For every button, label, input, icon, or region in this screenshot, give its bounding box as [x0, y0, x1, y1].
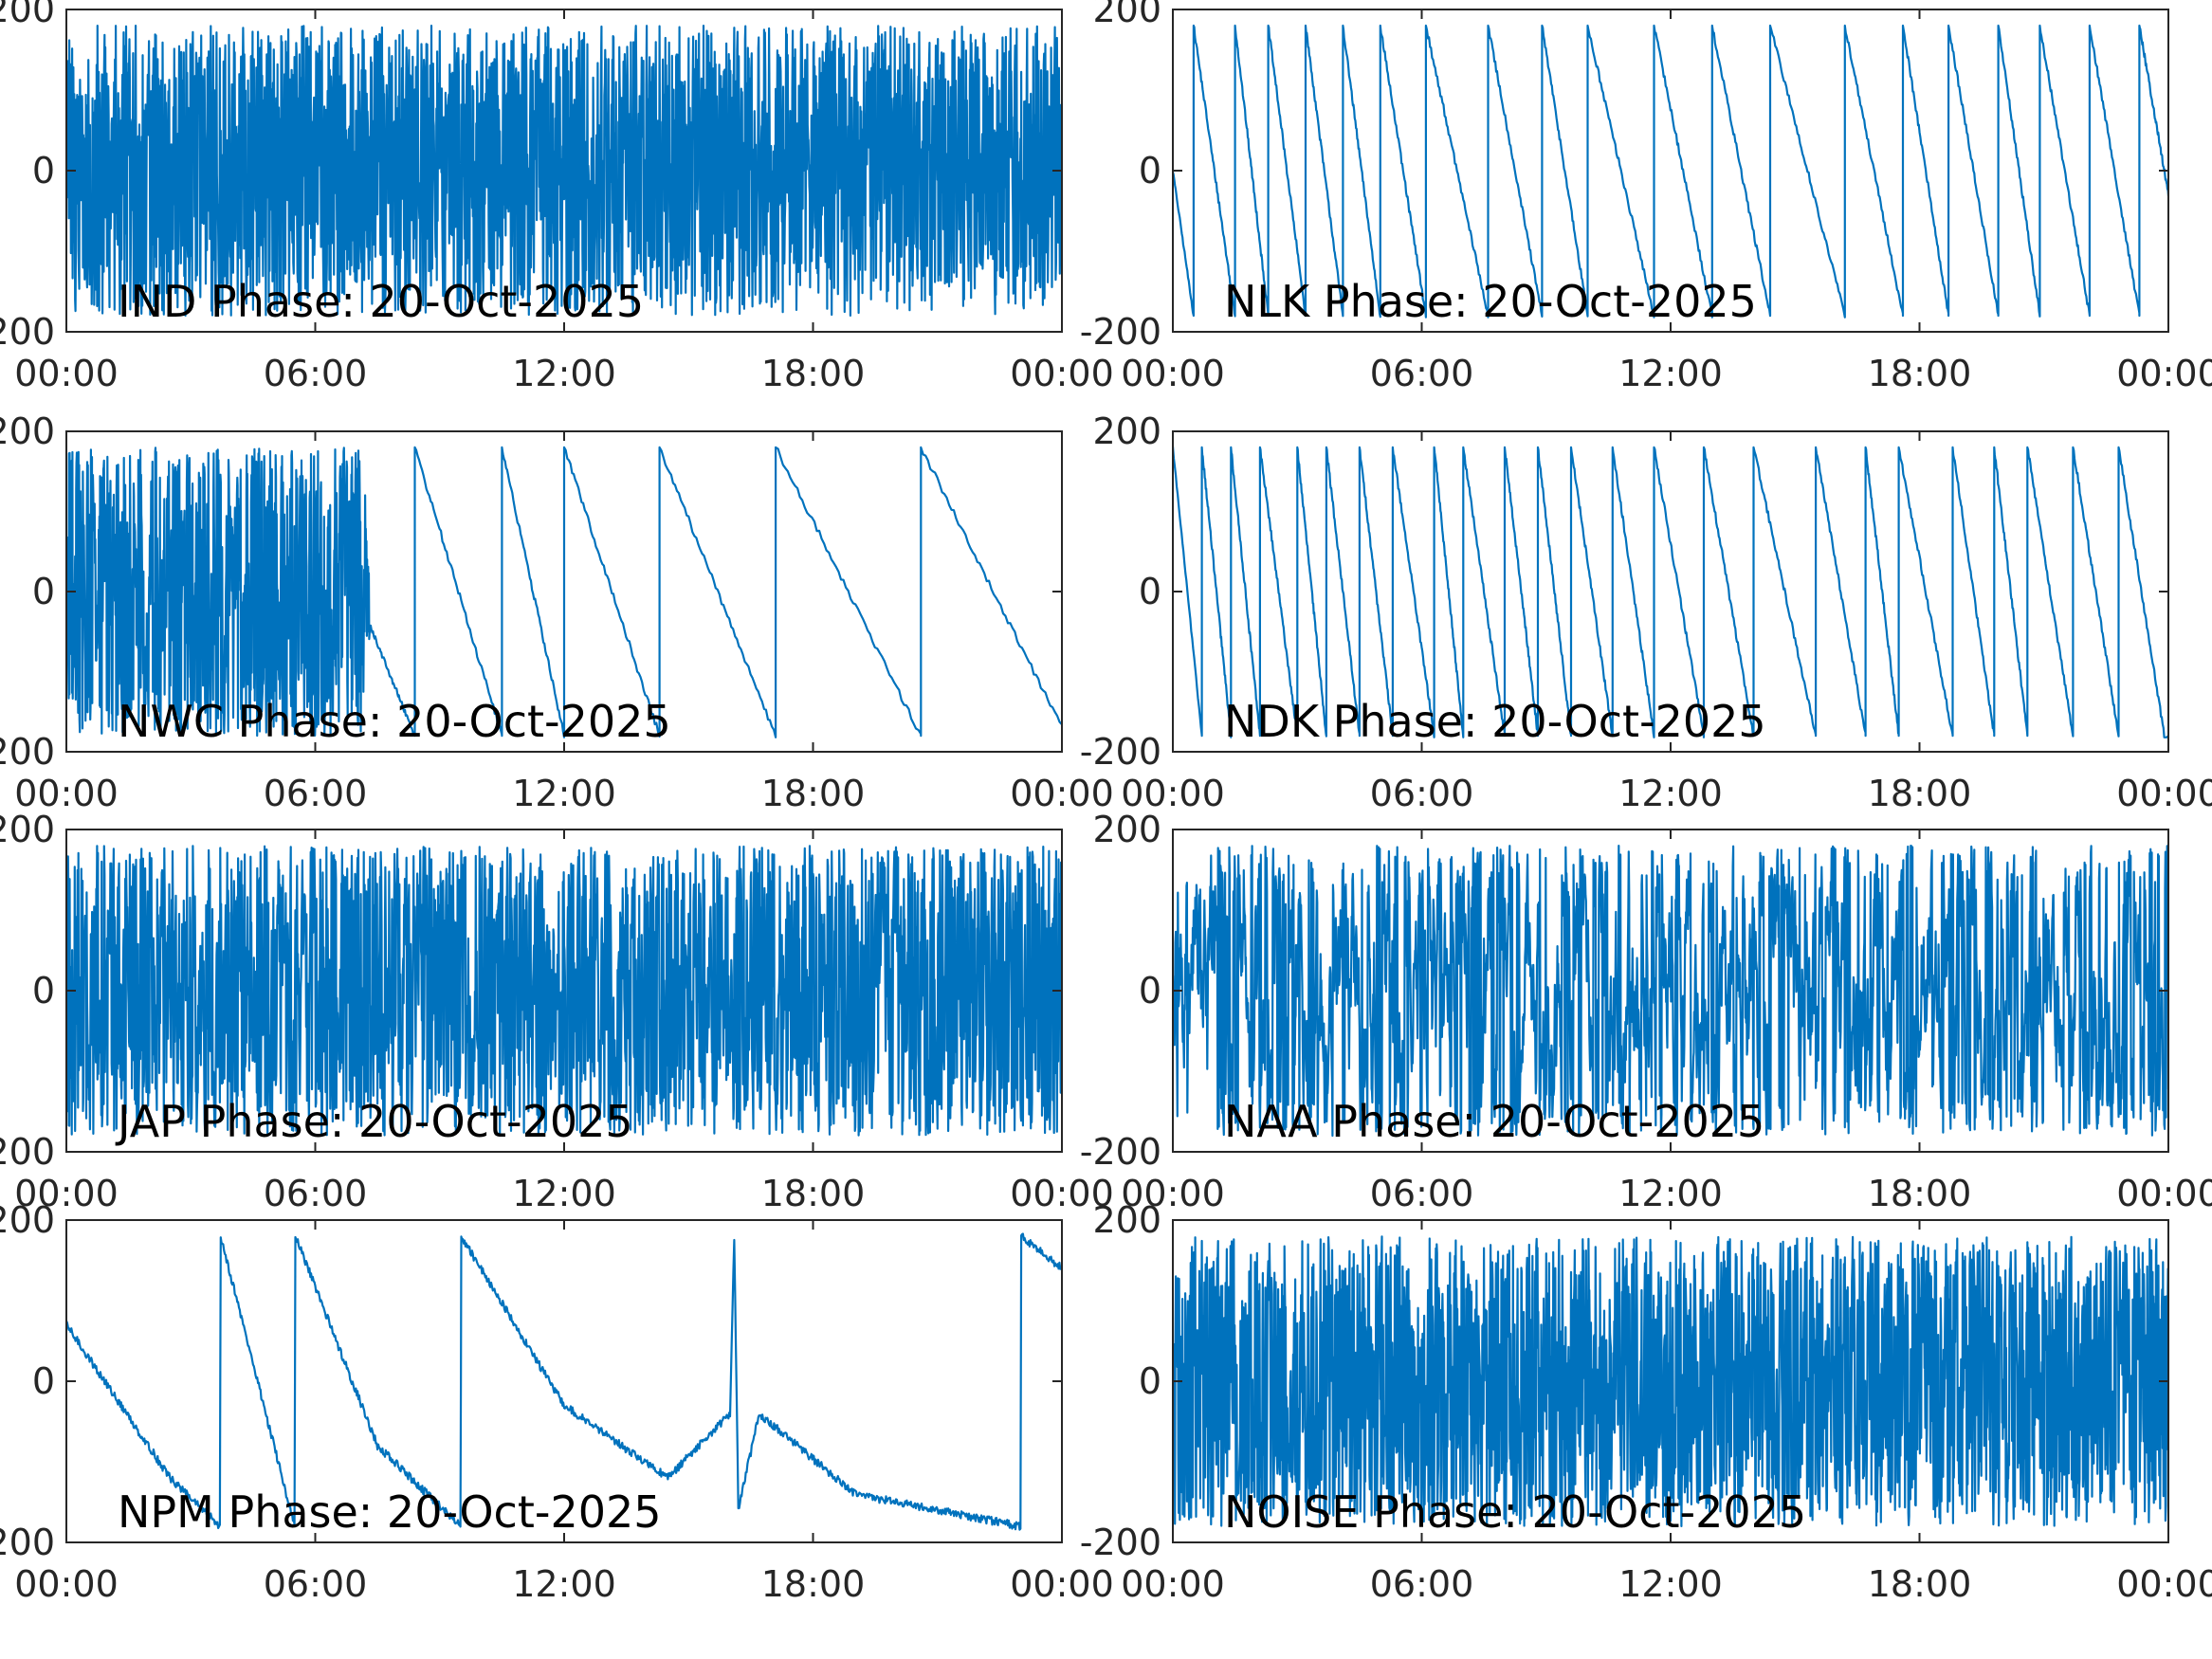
series-line [66, 25, 1062, 317]
panel-label: IND Phase: 20-Oct-2025 [118, 276, 644, 327]
x-tick-label: 18:00 [1868, 353, 1972, 394]
series-line [1173, 1235, 2168, 1527]
x-tick-label: 06:00 [264, 1563, 368, 1605]
panel-label: NOISE Phase: 20-Oct-2025 [1224, 1486, 1806, 1538]
panel-label: NDK Phase: 20-Oct-2025 [1224, 696, 1766, 747]
x-tick-label: 12:00 [1618, 1563, 1723, 1605]
series-line [66, 845, 1062, 1137]
y-tick-label: 0 [32, 571, 55, 612]
x-tick-label: 18:00 [1868, 1173, 1972, 1214]
y-tick-label: 0 [32, 150, 55, 191]
x-tick-label: 00:00 [1010, 1563, 1114, 1605]
x-tick-label: 12:00 [1618, 353, 1723, 394]
series-line [66, 446, 1062, 738]
panel-label: NPM Phase: 20-Oct-2025 [118, 1486, 662, 1538]
x-tick-label: 06:00 [1370, 1173, 1474, 1214]
x-tick-label: 00:00 [1121, 1563, 1225, 1605]
x-tick-label: 06:00 [1370, 773, 1474, 814]
x-tick-label: 00:00 [2116, 1563, 2212, 1605]
x-tick-label: 12:00 [512, 1173, 616, 1214]
x-tick-label: 06:00 [264, 353, 368, 394]
x-tick-label: 12:00 [1618, 773, 1723, 814]
x-tick-label: 00:00 [14, 1563, 119, 1605]
y-tick-label: -200 [1080, 1522, 1161, 1563]
y-tick-label: -200 [0, 731, 55, 773]
y-tick-label: -200 [1080, 311, 1161, 353]
y-tick-label: 0 [1139, 150, 1161, 191]
y-tick-label: -200 [1080, 731, 1161, 773]
x-tick-label: 12:00 [512, 1563, 616, 1605]
series-line [1173, 446, 2168, 738]
y-tick-label: 200 [0, 1199, 55, 1241]
x-tick-label: 06:00 [264, 773, 368, 814]
y-tick-label: -200 [0, 311, 55, 353]
x-tick-label: 00:00 [2116, 353, 2212, 394]
y-tick-label: 200 [0, 410, 55, 452]
x-tick-label: 06:00 [1370, 353, 1474, 394]
y-tick-label: 0 [1139, 1360, 1161, 1402]
x-tick-label: 00:00 [1121, 353, 1225, 394]
panel-label: JAP Phase: 20-Oct-2025 [115, 1096, 633, 1147]
x-tick-label: 00:00 [2116, 1173, 2212, 1214]
x-tick-label: 00:00 [1121, 1173, 1225, 1214]
x-tick-label: 12:00 [512, 773, 616, 814]
y-tick-label: 200 [1092, 410, 1161, 452]
x-tick-label: 18:00 [761, 353, 866, 394]
x-tick-label: 18:00 [1868, 773, 1972, 814]
y-tick-label: 0 [1139, 571, 1161, 612]
y-tick-label: 200 [0, 809, 55, 850]
y-tick-label: 200 [0, 0, 55, 30]
y-tick-label: 200 [1092, 809, 1161, 850]
series-line [1173, 24, 2168, 319]
y-tick-label: 0 [32, 970, 55, 1012]
y-tick-label: -200 [1080, 1131, 1161, 1173]
y-tick-label: 0 [1139, 970, 1161, 1012]
x-tick-label: 00:00 [2116, 773, 2212, 814]
x-tick-label: 06:00 [1370, 1563, 1474, 1605]
y-tick-label: -200 [0, 1522, 55, 1563]
x-tick-label: 00:00 [1010, 773, 1114, 814]
x-tick-label: 12:00 [1618, 1173, 1723, 1214]
x-tick-label: 00:00 [1121, 773, 1225, 814]
x-tick-label: 00:00 [14, 773, 119, 814]
x-tick-label: 18:00 [1868, 1563, 1972, 1605]
y-tick-label: 200 [1092, 1199, 1161, 1241]
x-tick-label: 00:00 [14, 1173, 119, 1214]
panel-label: NLK Phase: 20-Oct-2025 [1224, 276, 1757, 327]
x-tick-label: 00:00 [14, 353, 119, 394]
panel-label: NAA Phase: 20-Oct-2025 [1224, 1096, 1764, 1147]
x-tick-label: 00:00 [1010, 353, 1114, 394]
series-line [66, 1232, 1062, 1531]
y-tick-label: -200 [0, 1131, 55, 1173]
x-tick-label: 18:00 [761, 1563, 866, 1605]
x-tick-label: 06:00 [264, 1173, 368, 1214]
x-tick-label: 18:00 [761, 773, 866, 814]
x-tick-label: 18:00 [761, 1173, 866, 1214]
x-tick-label: 12:00 [512, 353, 616, 394]
y-tick-label: 200 [1092, 0, 1161, 30]
series-line [1173, 845, 2168, 1138]
x-tick-label: 00:00 [1010, 1173, 1114, 1214]
y-tick-label: 0 [32, 1360, 55, 1402]
panel-label: NWC Phase: 20-Oct-2025 [118, 696, 671, 747]
